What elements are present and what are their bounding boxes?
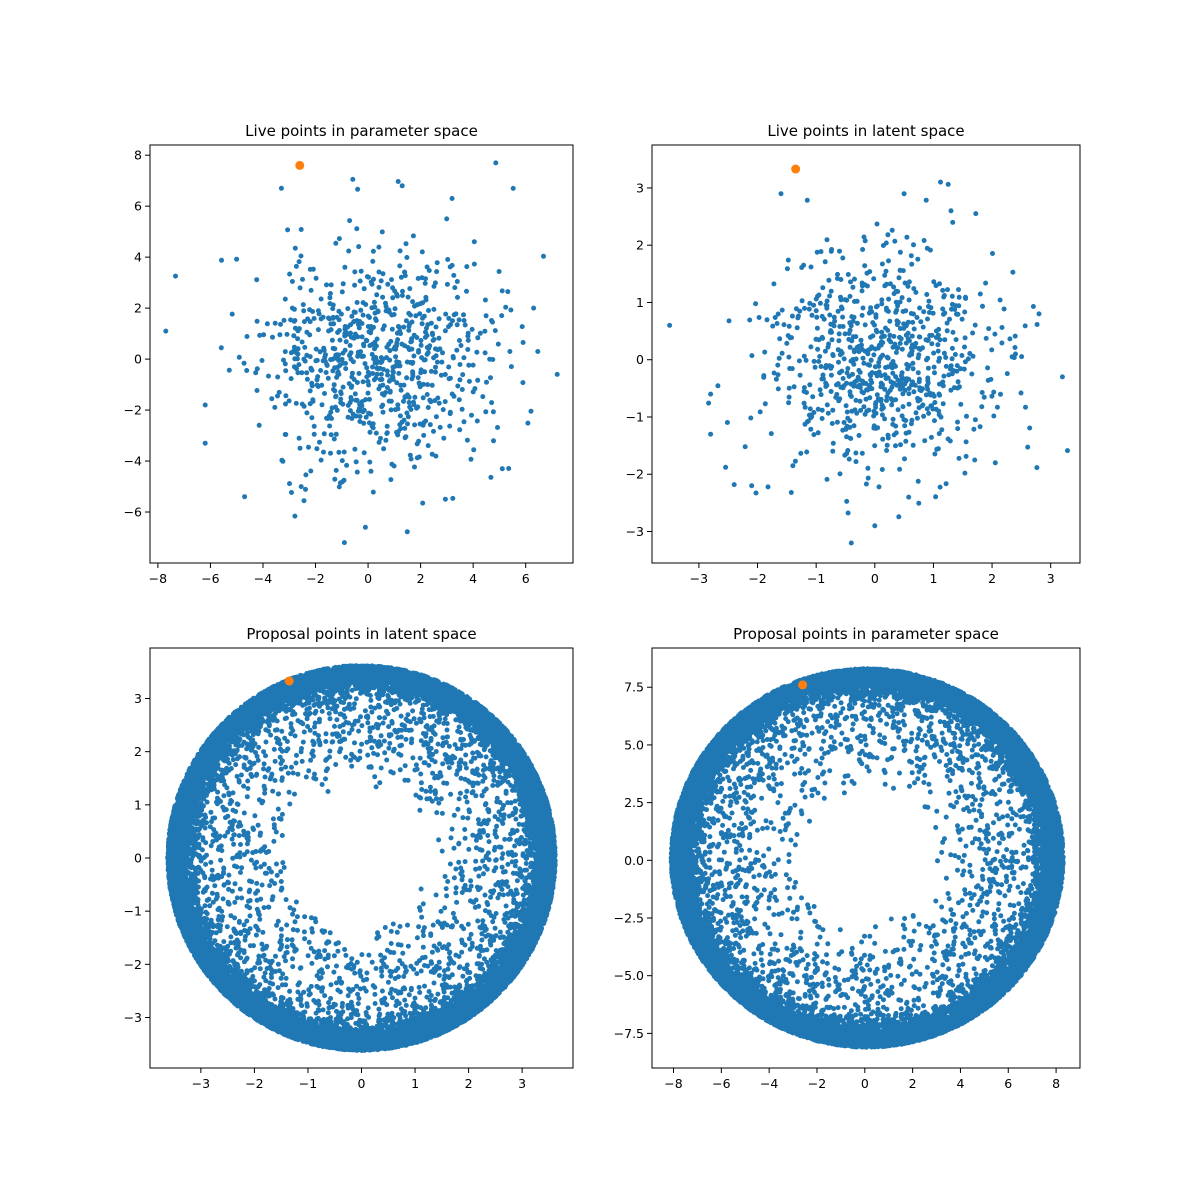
x-tick-label: −4 xyxy=(254,571,272,586)
axes-frame xyxy=(651,647,1081,1069)
x-tick-label: −1 xyxy=(299,1076,317,1091)
y-tick-label: −6 xyxy=(124,505,142,520)
y-tick-label: 0 xyxy=(636,352,644,367)
y-tick-label: 6 xyxy=(134,199,142,214)
y-tick-label: −2 xyxy=(124,957,142,972)
scatter-series xyxy=(667,179,1070,546)
x-tick-label: −3 xyxy=(192,1076,210,1091)
x-tick-label: −2 xyxy=(808,1076,826,1091)
x-tick-label: 2 xyxy=(465,1076,473,1091)
x-tick-label: −6 xyxy=(201,571,219,586)
chart-title: Proposal points in latent space xyxy=(246,625,476,643)
x-tick-label: 1 xyxy=(929,571,937,586)
x-tick-label: 4 xyxy=(469,571,477,586)
highlight-point xyxy=(295,160,305,170)
x-tick-label: 0 xyxy=(861,1076,869,1091)
x-tick-label: 4 xyxy=(956,1076,964,1091)
y-tick-label: 1 xyxy=(636,295,644,310)
y-tick-label: −5.0 xyxy=(614,968,644,983)
x-tick-label: 2 xyxy=(988,571,996,586)
axes-frame xyxy=(149,144,574,564)
x-tick-label: −3 xyxy=(690,571,708,586)
chart-title: Live points in latent space xyxy=(767,122,964,140)
y-tick-label: 2.5 xyxy=(624,795,644,810)
scatter-series xyxy=(165,663,558,1053)
x-tick-label: 8 xyxy=(1052,1076,1060,1091)
y-tick-label: −2 xyxy=(124,403,142,418)
y-tick-label: 2 xyxy=(134,744,142,759)
x-tick-label: −2 xyxy=(748,571,766,586)
y-tick-label: 7.5 xyxy=(624,680,644,695)
x-tick-label: 1 xyxy=(411,1076,419,1091)
y-tick-label: 3 xyxy=(134,691,142,706)
y-tick-label: −2 xyxy=(626,467,644,482)
x-tick-label: 6 xyxy=(1004,1076,1012,1091)
axes-frame xyxy=(651,144,1081,564)
y-tick-label: −1 xyxy=(124,904,142,919)
y-tick-label: 0 xyxy=(134,352,142,367)
scatter-points xyxy=(165,663,558,1053)
x-tick-label: 0 xyxy=(358,1076,366,1091)
y-tick-label: 4 xyxy=(134,250,142,265)
y-tick-label: −3 xyxy=(626,524,644,539)
y-tick-label: 1 xyxy=(134,797,142,812)
y-tick-label: 5.0 xyxy=(624,737,644,752)
x-tick-label: 3 xyxy=(518,1076,526,1091)
x-tick-label: −4 xyxy=(760,1076,778,1091)
panel-live-latent: −3 −2 −1 0 1 2 3 −3 −2 −1 0 1 2 3 Live points in laten… xyxy=(626,122,1081,586)
x-tick-label: 3 xyxy=(1047,571,1055,586)
panel-proposal-latent: −3 −2 −1 0 1 2 3 −3 −2 −1 0 1 2 3 Proposal points in l… xyxy=(124,625,574,1091)
x-tick-label: −2 xyxy=(245,1076,263,1091)
y-tick-label: −4 xyxy=(124,454,142,469)
y-tick-label: −7.5 xyxy=(614,1026,644,1041)
chart-title: Live points in parameter space xyxy=(245,122,478,140)
y-tick-label: 8 xyxy=(134,148,142,163)
x-tick-label: −6 xyxy=(712,1076,730,1091)
x-tick-label: −8 xyxy=(149,571,167,586)
panel-proposal-parameter: −8 −6 −4 −2 0 2 4 6 8 −7.5 −5.0 −2.5 0.0 2.5 5.0 7.5 Pro… xyxy=(614,625,1081,1091)
y-tick-label: 2 xyxy=(636,238,644,253)
scatter-points xyxy=(163,160,560,546)
y-tick-label: 3 xyxy=(636,180,644,195)
scatter-series xyxy=(163,160,560,546)
x-tick-label: 2 xyxy=(417,571,425,586)
axes-frame xyxy=(149,647,574,1069)
y-tick-label: 0.0 xyxy=(624,853,644,868)
y-tick-label: −3 xyxy=(124,1010,142,1025)
y-tick-label: 2 xyxy=(134,301,142,316)
x-tick-label: 6 xyxy=(522,571,530,586)
panel-live-parameter: −8 −6 −4 −2 0 2 4 6 −6 −4 −2 0 2 4 6 8 Live points in pa… xyxy=(124,122,574,586)
x-tick-label: −2 xyxy=(306,571,324,586)
x-tick-label: 0 xyxy=(871,571,879,586)
y-tick-label: −2.5 xyxy=(614,911,644,926)
x-tick-label: −8 xyxy=(664,1076,682,1091)
scatter-points xyxy=(667,179,1070,546)
y-tick-label: 0 xyxy=(134,851,142,866)
x-tick-label: 2 xyxy=(909,1076,917,1091)
scatter-series xyxy=(668,666,1066,1050)
highlight-point xyxy=(798,680,808,690)
x-tick-label: 0 xyxy=(364,571,372,586)
highlight-point xyxy=(791,164,801,174)
x-tick-label: −1 xyxy=(807,571,825,586)
chart-title: Proposal points in parameter space xyxy=(733,625,999,643)
y-tick-label: −1 xyxy=(626,409,644,424)
highlight-point xyxy=(284,676,294,686)
scatter-points xyxy=(668,666,1066,1050)
